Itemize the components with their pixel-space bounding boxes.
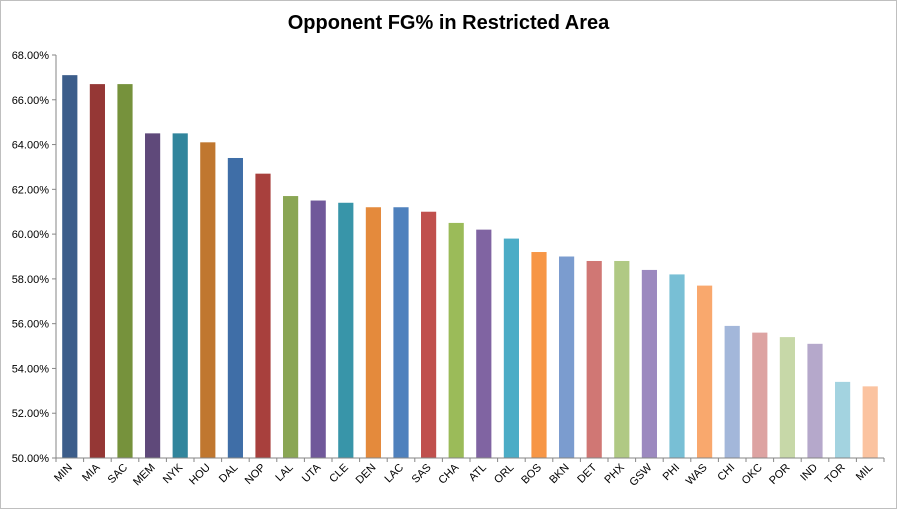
bar-tor xyxy=(835,381,851,458)
bar-gsw xyxy=(641,269,657,458)
x-tick-label: LAC xyxy=(382,462,406,486)
bar-phx xyxy=(614,260,630,458)
x-tick-label: NYK xyxy=(161,461,186,486)
y-tick-label: 54.00% xyxy=(12,363,50,375)
x-tick-label: CLE xyxy=(327,462,351,486)
y-tick-label: 52.00% xyxy=(12,408,50,420)
bar-orl xyxy=(503,238,519,458)
x-tick-label: POR xyxy=(767,462,792,487)
bar-nop xyxy=(255,173,271,458)
x-tick-label: MIA xyxy=(80,461,103,484)
x-tick-label: NOP xyxy=(243,462,268,487)
x-tick-label: ATL xyxy=(467,462,489,484)
bar-mia xyxy=(89,84,105,458)
x-tick-label: OKC xyxy=(740,462,765,487)
bar-was xyxy=(697,285,713,458)
bar-nyk xyxy=(172,133,188,458)
x-tick-label: MIN xyxy=(52,462,75,485)
x-tick-label: SAC xyxy=(106,462,131,487)
x-axis: MIN MIA SAC MEM NYK HOU DAL NOP LAL UTA CLE DEN LAC S… xyxy=(52,457,885,489)
y-tick-label: 62.00% xyxy=(12,184,50,196)
bar-mil xyxy=(862,386,878,458)
x-tick-label: WAS xyxy=(684,462,710,488)
bar-phi xyxy=(669,274,685,458)
bar-hou xyxy=(200,142,216,459)
y-tick-label: 56.00% xyxy=(12,319,50,331)
x-tick-label: IND xyxy=(798,462,820,484)
x-tick-label: PHI xyxy=(661,462,682,483)
bar-cha xyxy=(448,222,464,458)
bar-min xyxy=(62,75,78,459)
bar-atl xyxy=(476,229,492,458)
y-tick-label: 58.00% xyxy=(12,274,50,286)
x-tick-label: DEN xyxy=(354,462,379,487)
x-tick-label: BOS xyxy=(519,462,544,487)
bar-bos xyxy=(531,252,547,458)
bar-det xyxy=(586,260,602,458)
x-tick-label: TOR xyxy=(823,462,848,487)
bar-okc xyxy=(752,332,768,458)
x-tick-label: BKN xyxy=(547,462,572,487)
bars xyxy=(62,75,878,459)
bar-den xyxy=(365,207,381,458)
x-tick-label: UTA xyxy=(300,461,324,485)
x-tick-label: CHI xyxy=(715,462,737,484)
x-tick-label: LAL xyxy=(273,462,295,484)
x-tick-label: CHA xyxy=(436,461,461,486)
y-tick-label: 66.00% xyxy=(12,95,50,107)
bar-lal xyxy=(283,196,299,459)
x-tick-label: MIL xyxy=(854,462,875,483)
chart-title: Opponent FG% in Restricted Area xyxy=(287,12,610,34)
y-tick-label: 68.00% xyxy=(12,50,50,62)
bar-cle xyxy=(338,202,354,458)
x-tick-label: MEM xyxy=(131,462,158,489)
bar-lac xyxy=(393,207,409,458)
x-tick-label: DET xyxy=(575,461,599,485)
bar-uta xyxy=(310,200,326,458)
x-tick-label: SAS xyxy=(410,462,434,486)
y-tick-label: 60.00% xyxy=(12,229,50,241)
bar-chi xyxy=(724,325,740,458)
bar-ind xyxy=(807,343,823,458)
y-tick-label: 64.00% xyxy=(12,140,50,152)
x-tick-label: HOU xyxy=(187,462,213,488)
bar-dal xyxy=(227,157,243,458)
y-tick-label: 50.00% xyxy=(12,453,50,465)
x-tick-label: PHX xyxy=(602,461,627,486)
x-tick-label: GSW xyxy=(627,461,655,489)
bar-por xyxy=(779,337,795,458)
y-axis: 50.00% 52.00% 54.00% 56.00% 58.00% 60.00% 62.0… xyxy=(12,50,57,465)
bar-sac xyxy=(117,84,133,458)
x-tick-label: DAL xyxy=(217,462,241,486)
bar-mem xyxy=(145,133,161,458)
x-tick-label: ORL xyxy=(492,462,516,486)
bar-bkn xyxy=(559,256,575,458)
bar-sas xyxy=(421,211,437,458)
